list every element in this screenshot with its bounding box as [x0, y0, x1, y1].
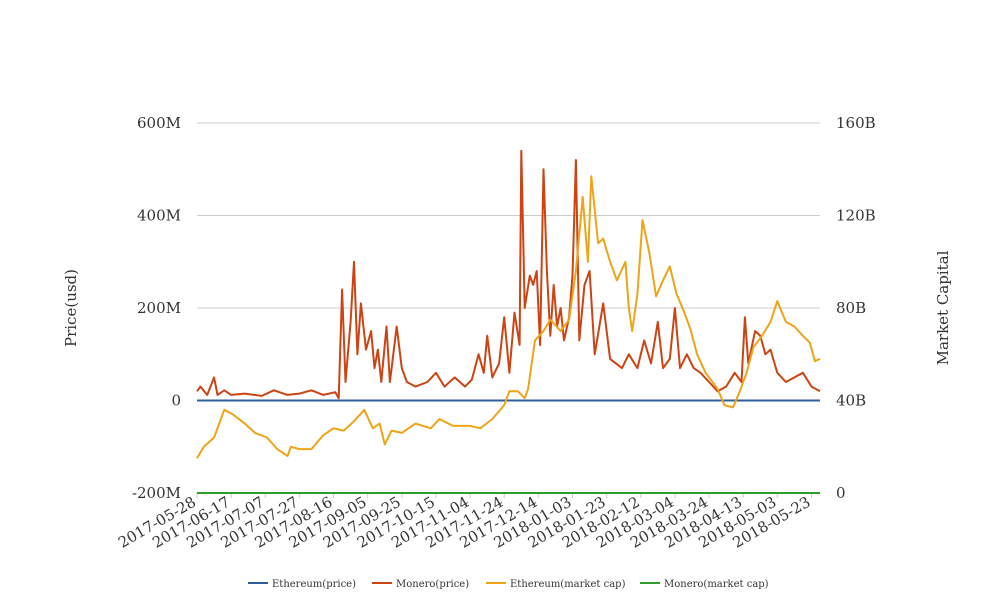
- legend-label: Monero(market cap): [664, 579, 769, 590]
- legend: Ethereum(price) Monero(price) Ethereum(mar…: [248, 579, 769, 590]
- left-y-tick-label: 0: [171, 392, 181, 410]
- x-axis-ticks: 2017-05-282017-06-172017-07-072017-07-27…: [115, 493, 813, 552]
- left-y-tick-label: 200M: [137, 299, 181, 317]
- left-y-tick-label: -200M: [132, 484, 181, 502]
- right-y-axis-ticks: 0 40B 80B 120B 160B: [836, 114, 876, 502]
- legend-label: Monero(price): [396, 579, 469, 590]
- legend-label: Ethereum(market cap): [510, 579, 626, 590]
- left-y-tick-label: 600M: [137, 114, 181, 132]
- right-y-tick-label: 120B: [836, 207, 876, 225]
- legend-label: Ethereum(price): [272, 579, 356, 590]
- left-y-axis-title: Price(usd): [62, 269, 80, 347]
- right-y-tick-label: 80B: [836, 299, 866, 317]
- right-y-tick-label: 160B: [836, 114, 876, 132]
- gridlines: [197, 122, 820, 494]
- series-line-monero-price: [196, 149, 821, 400]
- left-y-tick-label: 400M: [137, 207, 181, 225]
- right-y-tick-label: 40B: [836, 392, 866, 410]
- left-y-axis-ticks: -200M 0 200M 400M 600M: [132, 114, 181, 502]
- right-y-axis-title: Market Capital: [934, 250, 952, 365]
- series-lines: [196, 149, 821, 494]
- series-line-ethereum-market-cap: [196, 175, 821, 459]
- right-y-tick-label: 0: [836, 484, 846, 502]
